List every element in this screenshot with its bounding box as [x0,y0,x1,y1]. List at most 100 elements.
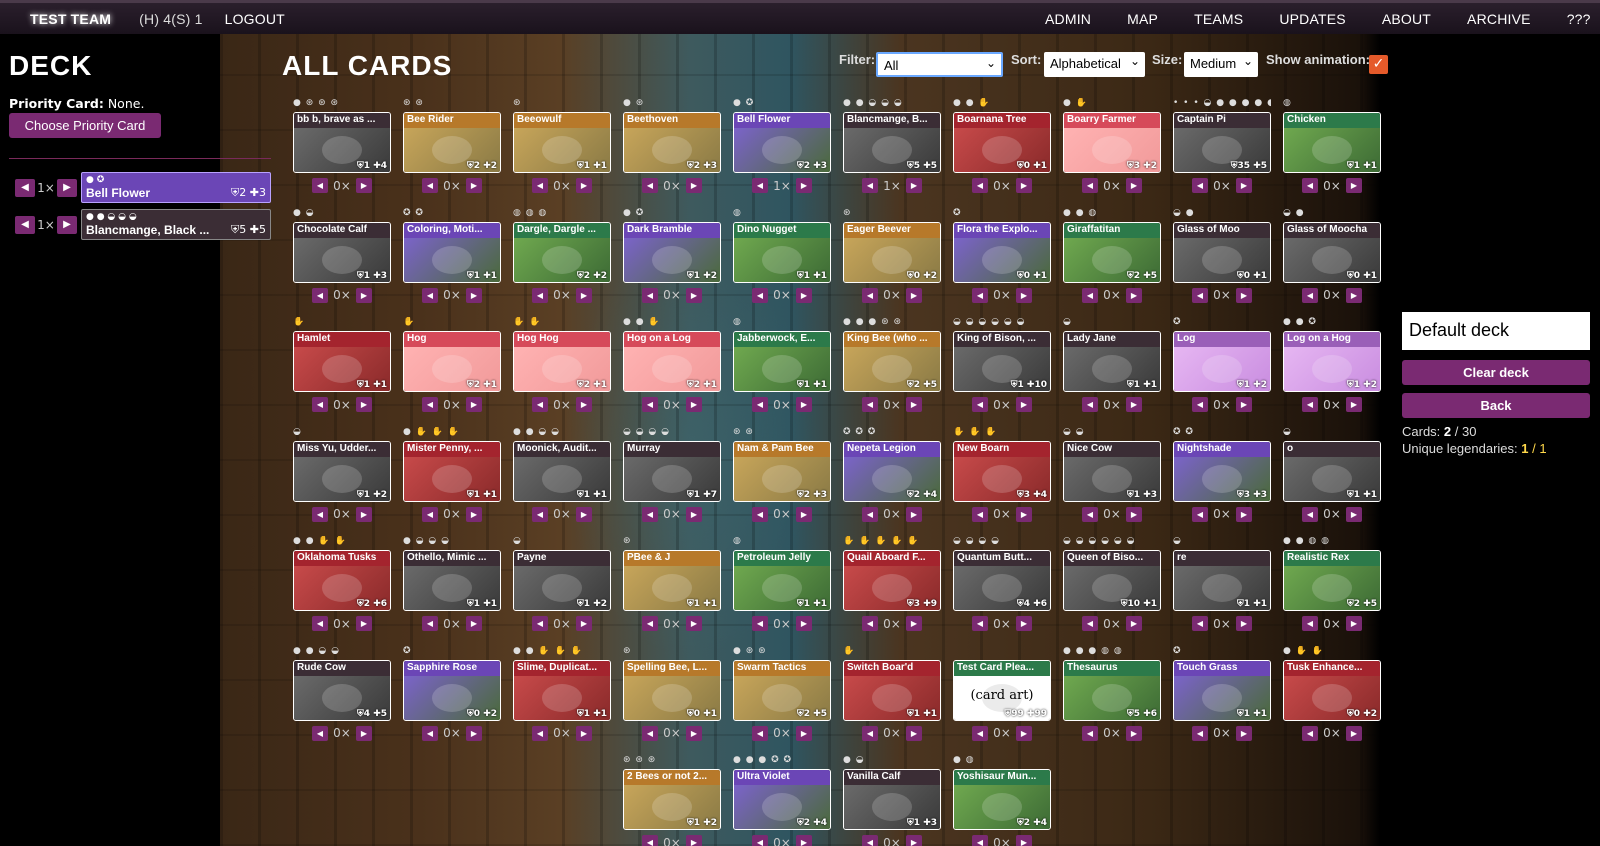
decrease-arrow-icon[interactable]: ◀ [972,397,988,412]
card[interactable]: bb b, brave as ... ⛨1 ✚4 [293,112,391,173]
increase-arrow-icon[interactable]: ▶ [1236,507,1252,522]
increase-arrow-icon[interactable]: ▶ [686,835,702,846]
decrease-arrow-icon[interactable]: ◀ [642,397,658,412]
decrease-arrow-icon[interactable]: ◀ [642,178,658,193]
increase-arrow-icon[interactable]: ▶ [1126,726,1142,741]
decrease-arrow-icon[interactable]: ◀ [972,616,988,631]
card[interactable]: Giraffatitan ⛨2 ✚5 [1063,222,1161,283]
decrease-arrow-icon[interactable]: ◀ [1082,397,1098,412]
decrease-arrow-icon[interactable]: ◀ [422,397,438,412]
size-select[interactable]: Medium [1184,52,1258,77]
decrease-arrow-icon[interactable]: ◀ [1082,726,1098,741]
card[interactable]: Payne ⛨1 ✚2 [513,550,611,611]
decrease-arrow-icon[interactable]: ◀ [1192,288,1208,303]
card[interactable]: re ⛨1 ✚1 [1173,550,1271,611]
decrease-arrow-icon[interactable]: ◀ [1192,507,1208,522]
increase-arrow-icon[interactable]: ▶ [466,288,482,303]
filter-select[interactable]: All [876,52,1003,77]
increase-arrow-icon[interactable]: ▶ [356,726,372,741]
decrease-arrow-icon[interactable]: ◀ [1192,178,1208,193]
card[interactable]: New Boarn ⛨3 ✚4 [953,441,1051,502]
card[interactable]: Beethoven ⛨2 ✚3 [623,112,721,173]
card[interactable]: Log on a Hog ⛨1 ✚2 [1283,331,1381,392]
increase-arrow-icon[interactable]: ▶ [356,616,372,631]
card[interactable]: Miss Yu, Udder... ⛨1 ✚2 [293,441,391,502]
increase-arrow-icon[interactable]: ▶ [1126,507,1142,522]
card[interactable]: Swarm Tactics ⛨2 ✚5 [733,660,831,721]
increase-arrow-icon[interactable]: ▶ [796,178,812,193]
card[interactable]: Queen of Biso... ⛨10 ✚1 [1063,550,1161,611]
decrease-arrow-icon[interactable]: ◀ [532,616,548,631]
decrease-arrow-icon[interactable]: ◀ [752,835,768,846]
decrease-arrow-icon[interactable]: ◀ [642,288,658,303]
card[interactable]: Dargle, Dargle ... ⛨2 ✚2 [513,222,611,283]
increase-arrow-icon[interactable]: ▶ [686,507,702,522]
increase-arrow-icon[interactable]: ▶ [1016,397,1032,412]
card[interactable]: Touch Grass ⛨1 ✚1 [1173,660,1271,721]
nav-link-archive[interactable]: ARCHIVE [1467,11,1531,27]
decrease-arrow-icon[interactable]: ◀ [1302,726,1318,741]
card[interactable]: Beeowulf ⛨1 ✚1 [513,112,611,173]
card[interactable]: Nam & Pam Bee ⛨2 ✚3 [733,441,831,502]
card[interactable]: Moonick, Audit... ⛨1 ✚1 [513,441,611,502]
card[interactable]: Flora the Explo... ⛨0 ✚1 [953,222,1051,283]
decrease-arrow-icon[interactable]: ◀ [1302,178,1318,193]
decrease-arrow-icon[interactable]: ◀ [532,397,548,412]
increase-arrow-icon[interactable]: ▶ [1236,288,1252,303]
card[interactable]: Sapphire Rose ⛨0 ✚2 [403,660,501,721]
decrease-arrow-icon[interactable]: ◀ [422,616,438,631]
increase-arrow-icon[interactable]: ▶ [1346,397,1362,412]
card[interactable]: King of Bison, ... ⛨1 ✚10 [953,331,1051,392]
card[interactable]: Switch Boar'd ⛨1 ✚1 [843,660,941,721]
choose-priority-card-button[interactable]: Choose Priority Card [9,113,161,138]
decrease-arrow-icon[interactable]: ◀ [1082,507,1098,522]
increase-arrow-icon[interactable]: ▶ [906,616,922,631]
decrease-arrow-icon[interactable]: ◀ [972,178,988,193]
increase-arrow-icon[interactable]: ▶ [576,178,592,193]
nav-link-map[interactable]: MAP [1127,11,1158,27]
card[interactable]: 2 Bees or not 2... ⛨1 ✚2 [623,769,721,830]
increase-arrow-icon[interactable]: ▶ [1346,178,1362,193]
increase-arrow-icon[interactable]: ▶ [796,726,812,741]
increase-arrow-icon[interactable]: ▶ [796,397,812,412]
clear-deck-button[interactable]: Clear deck [1402,360,1590,385]
card[interactable]: Coloring, Moti... ⛨1 ✚1 [403,222,501,283]
decrease-arrow-icon[interactable]: ◀ [532,178,548,193]
card[interactable]: Nepeta Legion ⛨2 ✚4 [843,441,941,502]
card[interactable]: Murray ⛨1 ✚7 [623,441,721,502]
decrease-arrow-icon[interactable]: ◀ [15,216,35,234]
decrease-arrow-icon[interactable]: ◀ [642,835,658,846]
decrease-arrow-icon[interactable]: ◀ [1302,616,1318,631]
decrease-arrow-icon[interactable]: ◀ [862,288,878,303]
increase-arrow-icon[interactable]: ▶ [1346,726,1362,741]
decrease-arrow-icon[interactable]: ◀ [642,726,658,741]
decrease-arrow-icon[interactable]: ◀ [752,288,768,303]
increase-arrow-icon[interactable]: ▶ [576,616,592,631]
card[interactable]: PBee & J ⛨1 ✚1 [623,550,721,611]
increase-arrow-icon[interactable]: ▶ [356,178,372,193]
decrease-arrow-icon[interactable]: ◀ [862,507,878,522]
card[interactable]: Blancmange, B... ⛨5 ✚5 [843,112,941,173]
increase-arrow-icon[interactable]: ▶ [1346,616,1362,631]
card[interactable]: Tusk Enhance... ⛨0 ✚2 [1283,660,1381,721]
card[interactable]: Petroleum Jelly ⛨1 ✚1 [733,550,831,611]
decrease-arrow-icon[interactable]: ◀ [532,726,548,741]
decrease-arrow-icon[interactable]: ◀ [752,616,768,631]
increase-arrow-icon[interactable]: ▶ [686,726,702,741]
decrease-arrow-icon[interactable]: ◀ [862,178,878,193]
decrease-arrow-icon[interactable]: ◀ [972,288,988,303]
decrease-arrow-icon[interactable]: ◀ [532,507,548,522]
card[interactable]: Quail Aboard F... ⛨3 ✚9 [843,550,941,611]
decrease-arrow-icon[interactable]: ◀ [312,726,328,741]
decrease-arrow-icon[interactable]: ◀ [422,726,438,741]
increase-arrow-icon[interactable]: ▶ [796,616,812,631]
decrease-arrow-icon[interactable]: ◀ [312,288,328,303]
increase-arrow-icon[interactable]: ▶ [57,179,77,197]
increase-arrow-icon[interactable]: ▶ [466,726,482,741]
increase-arrow-icon[interactable]: ▶ [576,726,592,741]
decrease-arrow-icon[interactable]: ◀ [1082,616,1098,631]
card[interactable]: o ⛨1 ✚1 [1283,441,1381,502]
card[interactable]: Oklahoma Tusks ⛨2 ✚6 [293,550,391,611]
decrease-arrow-icon[interactable]: ◀ [972,507,988,522]
decrease-arrow-icon[interactable]: ◀ [642,507,658,522]
